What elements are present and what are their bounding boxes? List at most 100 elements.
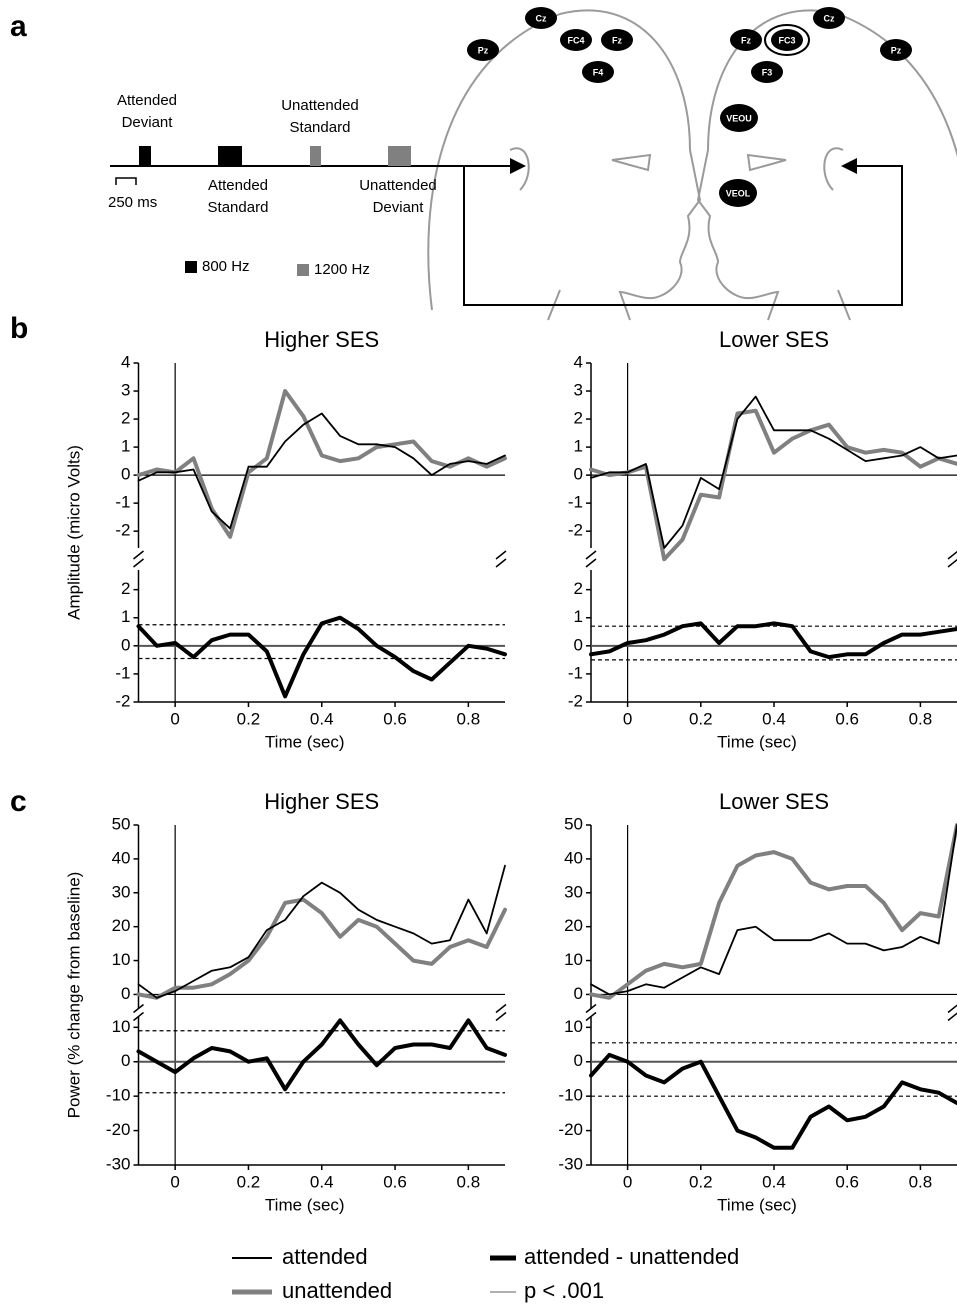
y-axis-label: Amplitude (micro Volts): [64, 445, 83, 620]
axis-break: [585, 558, 597, 568]
data-line: [590, 824, 957, 996]
electrode: [720, 104, 758, 132]
electrodes: Pz Cz FC4 Fz F4 Fz FC3 Cz Pz F3 VEOU VEOL: [467, 7, 912, 207]
x-tick-label: 0.2: [689, 709, 713, 728]
data-line: [589, 408, 957, 562]
electrode: [719, 179, 757, 207]
data-line: [136, 389, 507, 539]
x-tick-label: 0: [623, 709, 632, 728]
tone-label: 1200 Hz: [314, 261, 370, 278]
data-line: [589, 823, 957, 1000]
x-tick-label: 0.8: [457, 709, 481, 728]
y-tick-label: 1: [121, 437, 130, 456]
y-tick-label: 3: [574, 381, 583, 400]
x-tick-label: 0.8: [909, 709, 933, 728]
y-tick-label: 30: [564, 882, 583, 901]
stimulus-label: Attended Standard: [208, 177, 269, 216]
y-tick-label: -1: [568, 493, 583, 512]
y-tick-label: -20: [106, 1120, 131, 1139]
y-tick-label: 20: [112, 916, 131, 935]
axis-break: [495, 550, 507, 560]
electrode-label: Pz: [478, 45, 489, 55]
y-tick-label: -2: [568, 691, 583, 710]
y-tick-label: 10: [564, 1017, 583, 1036]
axis-break: [133, 550, 144, 560]
x-axis-label: Time (sec): [265, 732, 345, 751]
y-tick-label: -1: [115, 663, 130, 682]
electrode: [582, 61, 614, 83]
electrode-label: Fz: [612, 35, 622, 45]
stimulus-label: Attended Deviant: [117, 92, 177, 131]
y-tick-label: 2: [574, 579, 583, 598]
x-tick-label: 0.2: [689, 1172, 713, 1191]
y-tick-label: 40: [112, 848, 131, 867]
data-line: [589, 1052, 957, 1150]
y-tick-label: 10: [564, 950, 583, 969]
y-tick-label: 40: [564, 848, 583, 867]
chart-title: Lower SES: [719, 789, 829, 814]
y-tick-label: 0: [121, 465, 130, 484]
x-axis-label: Time (sec): [717, 1195, 797, 1214]
y-tick-label: 30: [112, 882, 131, 901]
y-tick-label: 0: [121, 635, 130, 654]
panel-label: b: [10, 312, 28, 345]
electrode-label: F3: [762, 67, 773, 77]
electrode: [771, 29, 803, 51]
scale-bar-label: 250 ms: [108, 194, 157, 211]
y-tick-label: 4: [121, 352, 130, 371]
data-line: [590, 395, 957, 549]
y-tick-label: 0: [574, 1051, 583, 1070]
tone-swatch: [185, 261, 197, 273]
axis-break: [585, 550, 597, 560]
y-tick-label: -2: [115, 691, 130, 710]
axis-break: [495, 558, 507, 568]
electrode: [560, 29, 592, 51]
y-tick-label: 4: [574, 352, 583, 371]
stimulus: [218, 146, 242, 166]
electrode: [813, 7, 845, 29]
data-line: [589, 621, 957, 660]
y-tick-label: 0: [121, 1051, 130, 1070]
x-tick-label: 0.2: [237, 709, 261, 728]
x-tick-label: 0.4: [762, 1172, 786, 1191]
x-tick-label: 0: [623, 1172, 632, 1191]
axis-break: [133, 1003, 144, 1014]
electrode: [467, 39, 499, 61]
x-tick-label: 0: [170, 1172, 179, 1191]
y-tick-label: -1: [115, 493, 130, 512]
y-tick-label: -2: [568, 521, 583, 540]
data-line: [136, 897, 507, 1000]
axis-break: [133, 1011, 144, 1022]
y-tick-label: 0: [574, 984, 583, 1003]
axis-break: [947, 558, 957, 568]
y-tick-label: -10: [558, 1086, 583, 1105]
axis-break: [585, 1011, 597, 1022]
y-tick-label: 20: [564, 916, 583, 935]
x-tick-label: 0: [170, 709, 179, 728]
data-line: [137, 864, 506, 999]
electrode-label: F4: [593, 67, 604, 77]
tone-label: 800 Hz: [202, 258, 250, 275]
stimulus-label: Unattended Standard: [281, 97, 359, 136]
electrode-label: Cz: [824, 13, 835, 23]
y-tick-label: -30: [106, 1154, 131, 1173]
x-tick-label: 0.2: [237, 1172, 261, 1191]
data-line: [137, 412, 506, 530]
electrode: [525, 7, 557, 29]
x-tick-label: 0.8: [457, 1172, 481, 1191]
legend-label: attended: [282, 1244, 368, 1269]
x-tick-label: 0.4: [310, 709, 334, 728]
x-axis-label: Time (sec): [265, 1195, 345, 1214]
x-tick-label: 0.6: [835, 709, 859, 728]
y-tick-label: 1: [574, 437, 583, 456]
y-tick-label: 2: [574, 409, 583, 428]
y-tick-label: 10: [112, 1017, 131, 1036]
y-tick-label: 1: [121, 607, 130, 626]
electrode: [730, 29, 762, 51]
data-line: [136, 615, 507, 699]
y-tick-label: -10: [106, 1086, 131, 1105]
x-tick-label: 0.6: [835, 1172, 859, 1191]
electrode-label: VEOU: [726, 113, 752, 123]
y-tick-label: -20: [558, 1120, 583, 1139]
